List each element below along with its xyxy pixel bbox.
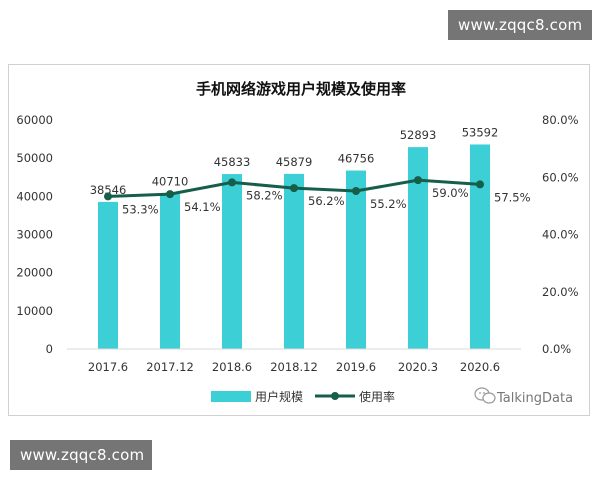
watermark-bottom: www.zqqc8.com	[10, 440, 152, 470]
bar	[160, 193, 180, 349]
right-axis: 0.0% 20.0% 40.0% 60.0% 80.0%	[542, 113, 579, 356]
line-value-label: 57.5%	[494, 190, 531, 204]
left-tick-label: 10000	[16, 304, 53, 318]
bar	[346, 170, 366, 349]
bar-value-label: 46756	[338, 152, 375, 166]
left-tick-label: 60000	[16, 113, 53, 127]
bar	[284, 173, 304, 349]
x-tick-label: 2017.12	[146, 360, 194, 374]
line-point	[166, 190, 174, 199]
chart-frame: 手机网络游戏用户规模及使用率 0 10000 20000 30000 40000 5000…	[8, 64, 590, 416]
line-point	[290, 184, 298, 193]
right-tick-label: 60.0%	[542, 170, 579, 184]
right-tick-label: 40.0%	[542, 228, 579, 242]
bar-value-label: 45833	[214, 155, 251, 169]
line-value-label: 54.1%	[184, 200, 221, 214]
line-point	[476, 180, 484, 189]
bar-value-label: 45879	[276, 155, 313, 169]
bar-series: 38546 40710 45833 45879 46756 52893 53592	[90, 125, 499, 349]
x-tick-label: 2017.6	[88, 360, 128, 374]
line-series: 53.3% 54.1% 58.2% 56.2% 55.2% 59.0% 57.5%	[104, 176, 531, 216]
x-tick-label: 2018.6	[212, 360, 252, 374]
right-tick-label: 80.0%	[542, 113, 579, 127]
line-point	[104, 192, 112, 201]
left-tick-label: 30000	[16, 228, 53, 242]
bar	[222, 174, 242, 349]
bar-value-label: 53592	[462, 125, 499, 139]
wechat-icon	[474, 387, 496, 404]
bar	[470, 144, 490, 349]
line-value-label: 58.2%	[246, 188, 283, 202]
watermark-top: www.zqqc8.com	[448, 10, 592, 40]
bar-value-label: 52893	[400, 128, 437, 142]
line-point	[228, 178, 236, 187]
chart-title: 手机网络游戏用户规模及使用率	[196, 80, 406, 98]
left-tick-label: 50000	[16, 151, 53, 165]
x-tick-label: 2019.6	[336, 360, 376, 374]
bar-value-label: 40710	[152, 175, 189, 189]
left-tick-label: 40000	[16, 189, 53, 203]
x-tick-label: 2018.12	[270, 360, 318, 374]
line-value-label: 55.2%	[370, 197, 407, 211]
line-point	[414, 176, 422, 185]
x-tick-label: 2020.6	[460, 360, 500, 374]
bar	[98, 201, 118, 349]
legend-swatch-dot	[331, 392, 339, 400]
left-tick-label: 20000	[16, 266, 53, 280]
right-tick-label: 20.0%	[542, 285, 579, 299]
line-point	[352, 186, 360, 195]
bar-value-label: 38546	[90, 183, 127, 197]
line-value-label: 59.0%	[432, 186, 469, 200]
line-value-label: 53.3%	[122, 202, 159, 216]
left-tick-label: 0	[46, 342, 53, 356]
line-value-label: 56.2%	[308, 194, 345, 208]
right-tick-label: 0.0%	[542, 342, 571, 356]
bar	[408, 147, 428, 349]
legend-swatch-bar	[211, 391, 251, 402]
brand: TalkingData	[474, 387, 573, 406]
brand-name: TalkingData	[496, 391, 573, 406]
legend: 用户规模 使用率	[211, 389, 395, 404]
legend-label-bar: 用户规模	[255, 389, 303, 404]
chart: 手机网络游戏用户规模及使用率 0 10000 20000 30000 40000 5000…	[16, 80, 579, 406]
x-tick-label: 2020.3	[398, 360, 438, 374]
left-axis: 0 10000 20000 30000 40000 50000 60000	[16, 113, 53, 356]
x-axis: 2017.6 2017.12 2018.6 2018.12 2019.6 2020.3 20…	[67, 348, 521, 374]
legend-label-line: 使用率	[359, 389, 395, 404]
